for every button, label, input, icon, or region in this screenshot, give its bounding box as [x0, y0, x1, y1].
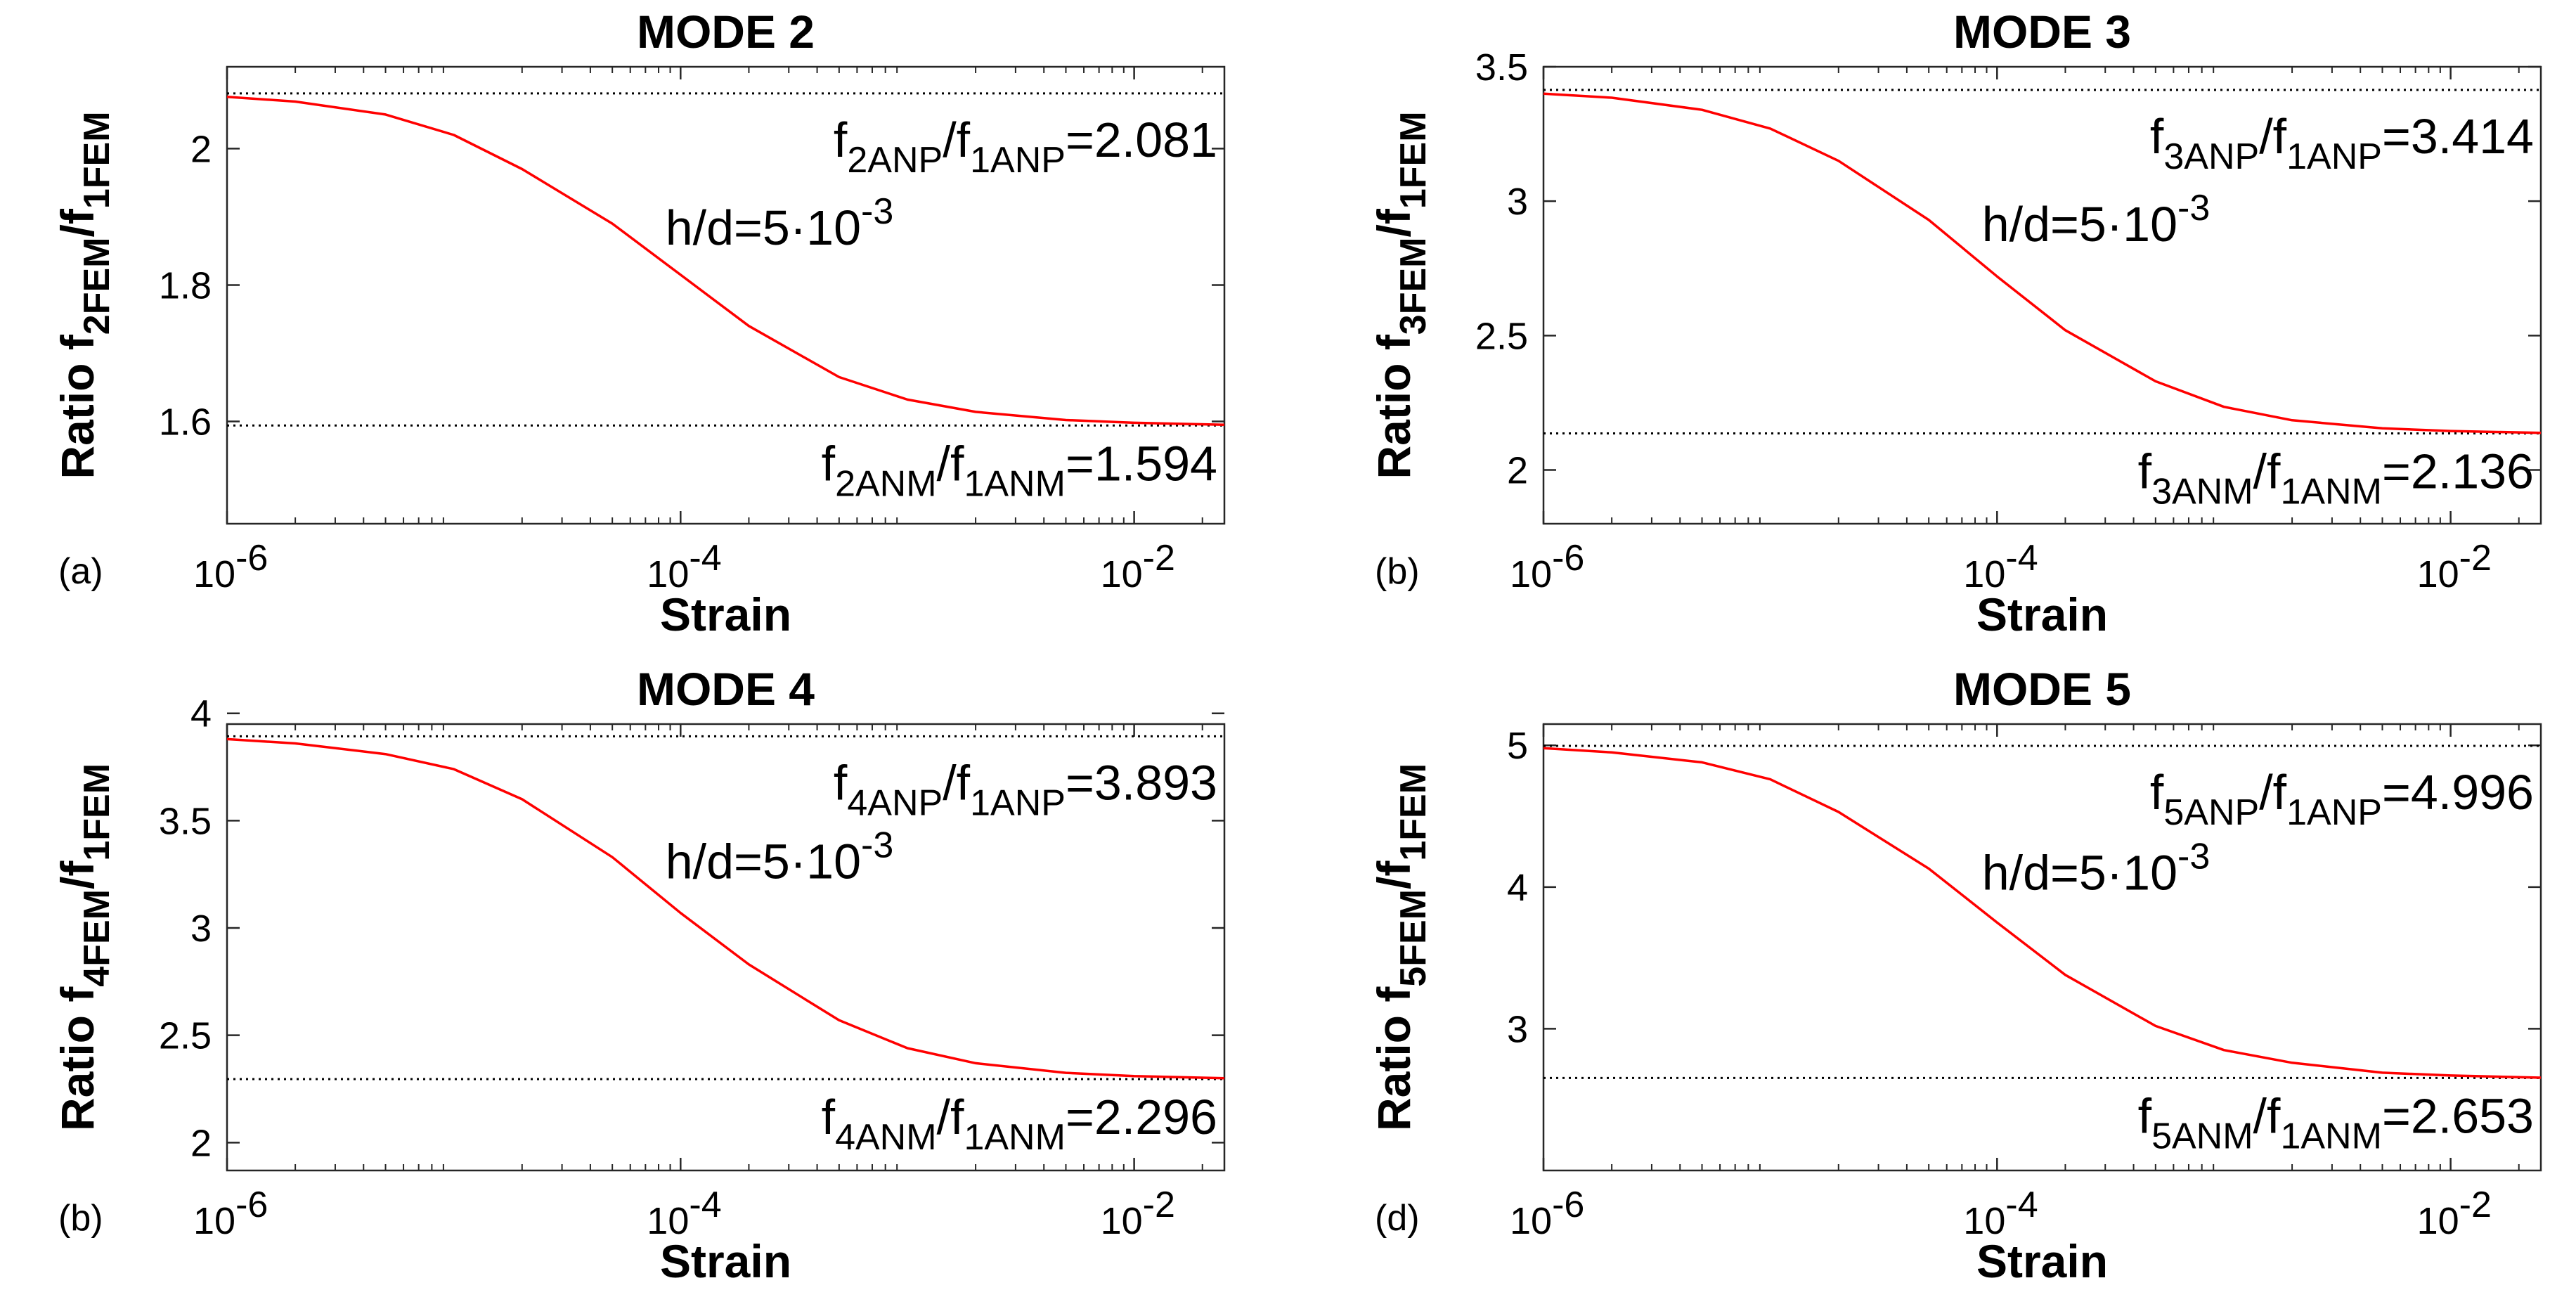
x-axis-label: Strain [1976, 588, 2108, 640]
panel-label: (a) [58, 551, 103, 592]
series-line [226, 737, 1225, 1080]
x-tick-label: 10-2 [2417, 1185, 2492, 1242]
plot-frame [226, 65, 1226, 525]
reference-label: f5ANM/f1ANM=2.653 [2138, 1088, 2534, 1156]
curve-annotation: h/d=5·10-3 [1982, 188, 2211, 252]
x-axis-label: Strain [660, 588, 791, 640]
y-tick-label: 2.5 [159, 1015, 212, 1057]
y-tick-label: 3.5 [159, 800, 212, 842]
panel-label: (d) [1375, 1198, 1420, 1239]
x-tick-label: 10-6 [1510, 1185, 1584, 1242]
y-tick-label: 2 [1507, 450, 1528, 492]
curve-annotation: h/d=5·10-3 [666, 825, 894, 889]
y-axis-label: Ratio f2FEM/f1FEM [51, 111, 117, 479]
chart-title: MODE 3 [1953, 6, 2131, 58]
x-tick-label: 10-4 [647, 1185, 721, 1242]
y-tick-label: 1.6 [159, 401, 212, 443]
series-line [226, 95, 1225, 427]
curve-annotation: h/d=5·10-3 [666, 191, 894, 255]
chart-panel-3: 10-6 10-4 10-2 2 2.5 3 3.5 4 f4ANP/f1ANP=3.893 f4… [51, 663, 1226, 1287]
reference-label: f2ANP/f1ANP=2.081 [834, 112, 1217, 181]
y-tick-label: 2.5 [1475, 315, 1528, 357]
reference-label: f4ANP/f1ANP=3.893 [834, 755, 1217, 823]
x-tick-label: 10-4 [1963, 538, 2038, 595]
panel-label: (b) [58, 1198, 103, 1239]
series-line [1543, 747, 2542, 1079]
x-axis-label: Strain [660, 1235, 791, 1287]
y-tick-label: 2 [190, 128, 212, 170]
chart-panel-1: 10-6 10-4 10-2 1.6 1.8 2 f2ANP/f1ANP=2.081 f2AN… [51, 6, 1226, 640]
chart-title: MODE 4 [637, 663, 815, 715]
y-tick-label: 2 [190, 1122, 212, 1164]
reference-label: f2ANM/f1ANM=1.594 [822, 436, 1217, 504]
x-tick-label: 10-4 [1963, 1185, 2038, 1242]
y-tick-label: 3 [1507, 181, 1528, 223]
curve-annotation: h/d=5·10-3 [1982, 837, 2211, 901]
reference-label: f3ANM/f1ANM=2.136 [2138, 444, 2534, 512]
reference-label: f5ANP/f1ANP=4.996 [2150, 765, 2534, 833]
y-tick-label: 3 [190, 908, 212, 950]
x-tick-label: 10-6 [1510, 538, 1584, 595]
x-axis-label: Strain [1976, 1235, 2108, 1287]
reference-label: f3ANP/f1ANP=3.414 [2150, 109, 2534, 177]
y-tick-label: 3 [1507, 1008, 1528, 1050]
y-tick-label: 1.8 [159, 264, 212, 307]
series-line [1543, 92, 2542, 434]
y-tick-label: 5 [1507, 725, 1528, 767]
chart-title: MODE 2 [637, 6, 815, 58]
plot-frame [1542, 65, 2542, 525]
x-tick-label: 10-4 [647, 538, 721, 595]
plot-frame [1542, 723, 2542, 1172]
reference-label: f4ANM/f1ANM=2.296 [822, 1090, 1217, 1158]
y-tick-label: 4 [190, 693, 212, 735]
y-tick-label: 4 [1507, 867, 1528, 909]
panel-label: (b) [1375, 551, 1420, 592]
y-axis-label: Ratio f3FEM/f1FEM [1368, 111, 1434, 479]
chart-panel-2: 10-6 10-4 10-2 2 2.5 3 3.5 f3ANP/f1ANP=3.414 f3A… [1368, 6, 2542, 640]
x-tick-label: 10-6 [193, 538, 268, 595]
x-tick-label: 10-6 [193, 1185, 268, 1242]
y-tick-label: 3.5 [1475, 46, 1528, 89]
y-axis-label: Ratio f4FEM/f1FEM [51, 763, 117, 1131]
chart-title: MODE 5 [1953, 663, 2131, 715]
chart-panel-4: 10-6 10-4 10-2 3 4 5 f5ANP/f1ANP=4.996 f5ANM/f1… [1368, 663, 2542, 1287]
x-tick-label: 10-2 [1101, 1185, 1175, 1242]
y-axis-label: Ratio f5FEM/f1FEM [1368, 763, 1434, 1131]
x-tick-label: 10-2 [2417, 538, 2492, 595]
x-tick-label: 10-2 [1101, 538, 1175, 595]
